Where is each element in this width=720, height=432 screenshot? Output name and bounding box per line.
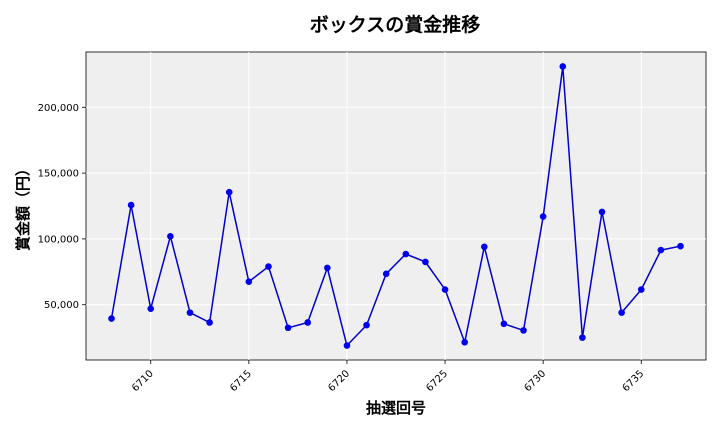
- x-tick-label: 6710: [130, 368, 156, 394]
- data-point: [225, 188, 233, 196]
- data-point: [186, 309, 194, 316]
- series-markers: [108, 63, 684, 349]
- x-tick-label: 6720: [326, 368, 352, 394]
- y-axis-title: 賞金額（円）: [14, 161, 32, 251]
- x-axis-title: 抽選回号: [366, 399, 426, 417]
- x-axis-ticks: 6710 6715 6720 6725 6730 6735: [130, 360, 646, 394]
- data-point: [422, 258, 429, 266]
- data-point: [206, 319, 213, 326]
- chart-title: ボックスの賞金推移: [310, 13, 480, 36]
- y-tick-label: 150,000: [38, 169, 79, 180]
- data-point: [167, 232, 174, 240]
- data-point: [677, 242, 684, 250]
- data-point: [637, 286, 645, 293]
- data-point: [500, 320, 508, 328]
- data-point: [598, 208, 606, 216]
- data-point: [265, 263, 272, 270]
- data-point: [520, 327, 527, 334]
- plot-area: [85, 51, 707, 361]
- data-point: [304, 319, 312, 326]
- data-point: [480, 243, 488, 251]
- y-tick-label: 200,000: [38, 103, 79, 114]
- data-point: [461, 338, 468, 346]
- data-point: [363, 321, 370, 329]
- data-point: [618, 309, 625, 316]
- data-point: [147, 305, 155, 312]
- x-tick-label: 6730: [522, 368, 548, 394]
- data-point: [245, 278, 253, 285]
- series-line: [110, 66, 681, 347]
- data-point: [108, 315, 115, 322]
- data-point: [579, 334, 586, 341]
- y-tick-label: 50,000: [44, 300, 79, 311]
- x-tick-label: 6715: [228, 368, 254, 394]
- data-point: [382, 270, 390, 278]
- y-axis-ticks: 50,000 100,000 150,000 200,000: [38, 103, 86, 311]
- data-point: [127, 201, 135, 209]
- data-point: [343, 342, 351, 349]
- x-tick-label: 6725: [424, 368, 450, 394]
- data-point: [539, 213, 547, 220]
- data-point: [559, 63, 567, 70]
- y-tick-label: 100,000: [38, 234, 79, 245]
- data-point: [402, 250, 410, 258]
- grid-lines: [86, 52, 706, 360]
- data-point: [657, 246, 665, 254]
- data-point: [441, 286, 449, 293]
- x-tick-label: 6735: [621, 368, 647, 394]
- data-point: [324, 264, 331, 272]
- data-point: [284, 324, 292, 332]
